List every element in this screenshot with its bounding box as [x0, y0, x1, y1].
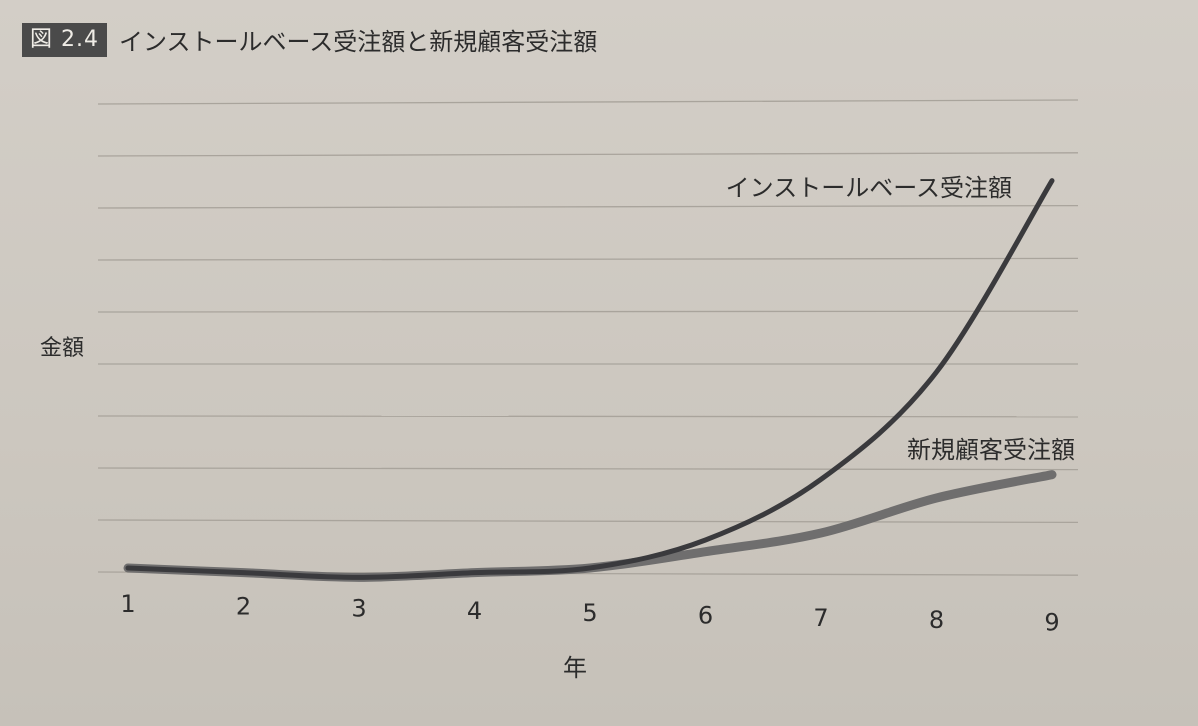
- new-customer-label: 新規顧客受注額: [907, 436, 1075, 464]
- gridline: [97, 204, 1079, 209]
- gridline: [97, 257, 1079, 261]
- series-lines: [123, 178, 1057, 582]
- x-tick-labels: 1 2 3 4 5 6 7 8 9: [120, 590, 1059, 636]
- x-tick-label: 1: [120, 590, 135, 618]
- x-tick-label: 4: [467, 597, 482, 625]
- x-tick-label: 2: [236, 592, 251, 620]
- figure-header: 図 2.4 インストールベース受注額と新規顧客受注額: [22, 22, 597, 57]
- gridline: [97, 467, 1079, 471]
- x-tick-label: 3: [351, 595, 366, 623]
- x-tick-label: 6: [698, 602, 713, 630]
- gridline: [97, 415, 1079, 418]
- gridline: [97, 99, 1079, 105]
- y-axis-label: 金額: [40, 336, 84, 361]
- x-axis-label: 年: [563, 654, 587, 682]
- figure-number-badge: 図 2.4: [22, 22, 107, 57]
- figure-title: インストールベース受注額と新規顧客受注額: [118, 28, 598, 56]
- installed-base-label: インストールベース受注額: [726, 174, 1012, 202]
- x-tick-label: 9: [1044, 608, 1059, 636]
- gridline: [97, 310, 1079, 313]
- x-tick-label: 5: [582, 599, 597, 627]
- x-tick-label: 7: [813, 604, 828, 632]
- x-tick-label: 8: [929, 606, 944, 634]
- gridline: [97, 152, 1079, 157]
- new-customer-line: [123, 470, 1057, 582]
- installed-base-line: [125, 178, 1055, 580]
- gridline: [97, 519, 1079, 524]
